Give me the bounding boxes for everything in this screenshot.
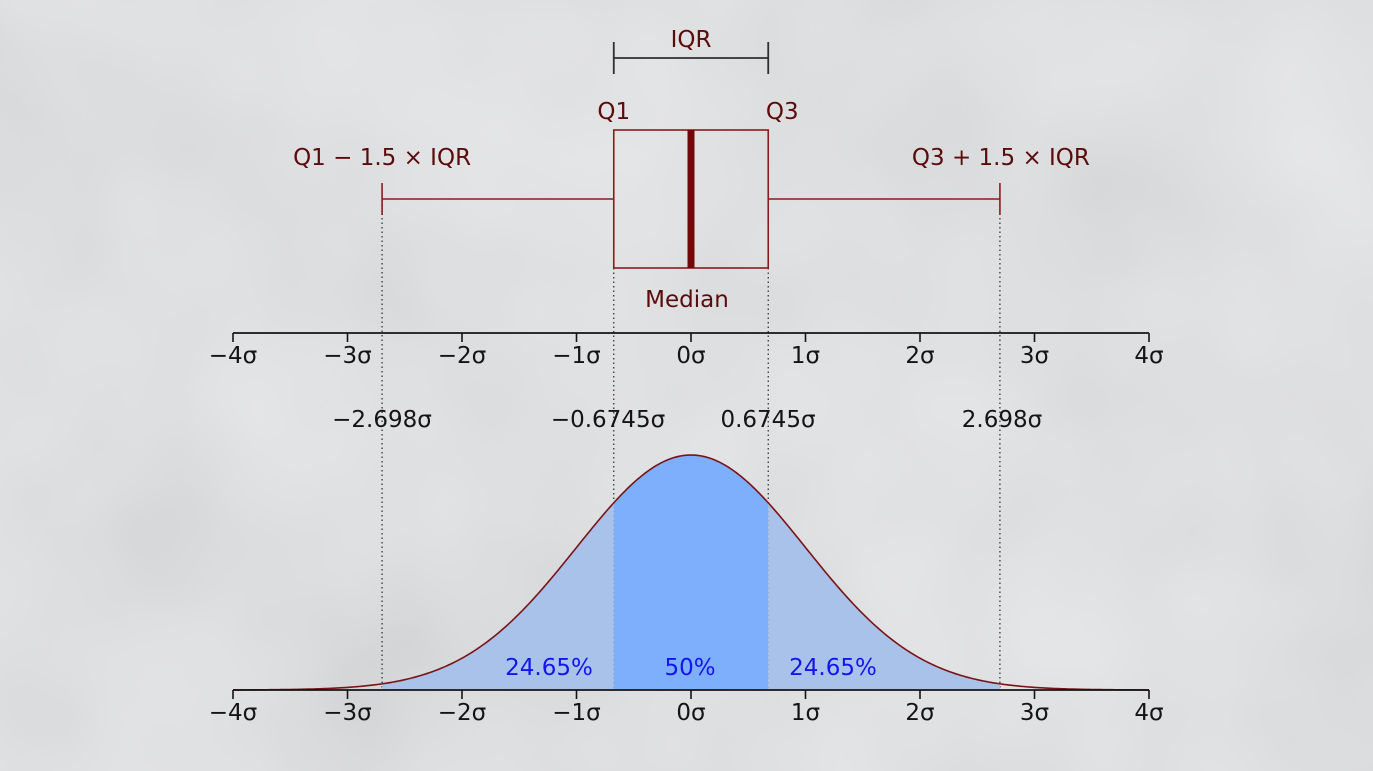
marker-label-2: 0.6745σ bbox=[720, 407, 815, 433]
top-tick-label-3: −1σ bbox=[552, 343, 600, 369]
marker-label-0: −2.698σ bbox=[332, 407, 432, 433]
top-tick-label-6: 2σ bbox=[905, 343, 934, 369]
top-tick-label-5: 1σ bbox=[791, 343, 820, 369]
median-label: Median bbox=[645, 287, 729, 313]
bottom-axis: −4σ −3σ −2σ −1σ 0σ 1σ 2σ 3σ 4σ bbox=[209, 689, 1164, 726]
bottom-tick-label-6: 2σ bbox=[905, 700, 934, 726]
top-tick-label-2: −2σ bbox=[438, 343, 486, 369]
area-fill-1 bbox=[613, 455, 769, 690]
bottom-tick-label-7: 3σ bbox=[1020, 700, 1049, 726]
bottom-tick-label-8: 4σ bbox=[1134, 700, 1163, 726]
area-percent-label-0: 24.65% bbox=[505, 655, 593, 681]
area-percent-labels: 24.65% 50% 24.65% bbox=[505, 655, 877, 681]
top-axis: −4σ −3σ −2σ −1σ 0σ 1σ 2σ 3σ 4σ bbox=[209, 332, 1164, 369]
bottom-tick-label-5: 1σ bbox=[791, 700, 820, 726]
box-plot: IQR Q1 Q3 Q1 − 1.5 × IQR Q3 + 1.5 × IQR … bbox=[293, 27, 1090, 313]
marker-label-3: 2.698σ bbox=[962, 407, 1042, 433]
bottom-tick-label-4: 0σ bbox=[676, 700, 705, 726]
area-percent-label-2: 24.65% bbox=[789, 655, 877, 681]
top-tick-label-1: −3σ bbox=[323, 343, 371, 369]
top-tick-label-8: 4σ bbox=[1134, 343, 1163, 369]
bottom-tick-label-2: −2σ bbox=[438, 700, 486, 726]
q1-label: Q1 bbox=[597, 99, 630, 125]
bottom-tick-label-1: −3σ bbox=[323, 700, 371, 726]
quantile-marker-labels: −2.698σ −0.6745σ 0.6745σ 2.698σ bbox=[332, 407, 1042, 433]
area-fill-0 bbox=[382, 502, 614, 690]
bottom-tick-label-3: −1σ bbox=[552, 700, 600, 726]
lower-fence-label: Q1 − 1.5 × IQR bbox=[293, 145, 471, 171]
top-tick-label-4: 0σ bbox=[676, 343, 705, 369]
area-percent-label-1: 50% bbox=[664, 655, 715, 681]
q3-label: Q3 bbox=[766, 99, 799, 125]
distribution-areas bbox=[382, 455, 1000, 690]
marker-label-1: −0.6745σ bbox=[551, 407, 665, 433]
iqr-label: IQR bbox=[671, 27, 712, 53]
top-tick-label-7: 3σ bbox=[1020, 343, 1049, 369]
bottom-tick-label-0: −4σ bbox=[209, 700, 257, 726]
area-fill-2 bbox=[768, 502, 1000, 690]
top-tick-label-0: −4σ bbox=[209, 343, 257, 369]
upper-fence-label: Q3 + 1.5 × IQR bbox=[912, 145, 1090, 171]
normal-curve bbox=[232, 454, 1150, 691]
